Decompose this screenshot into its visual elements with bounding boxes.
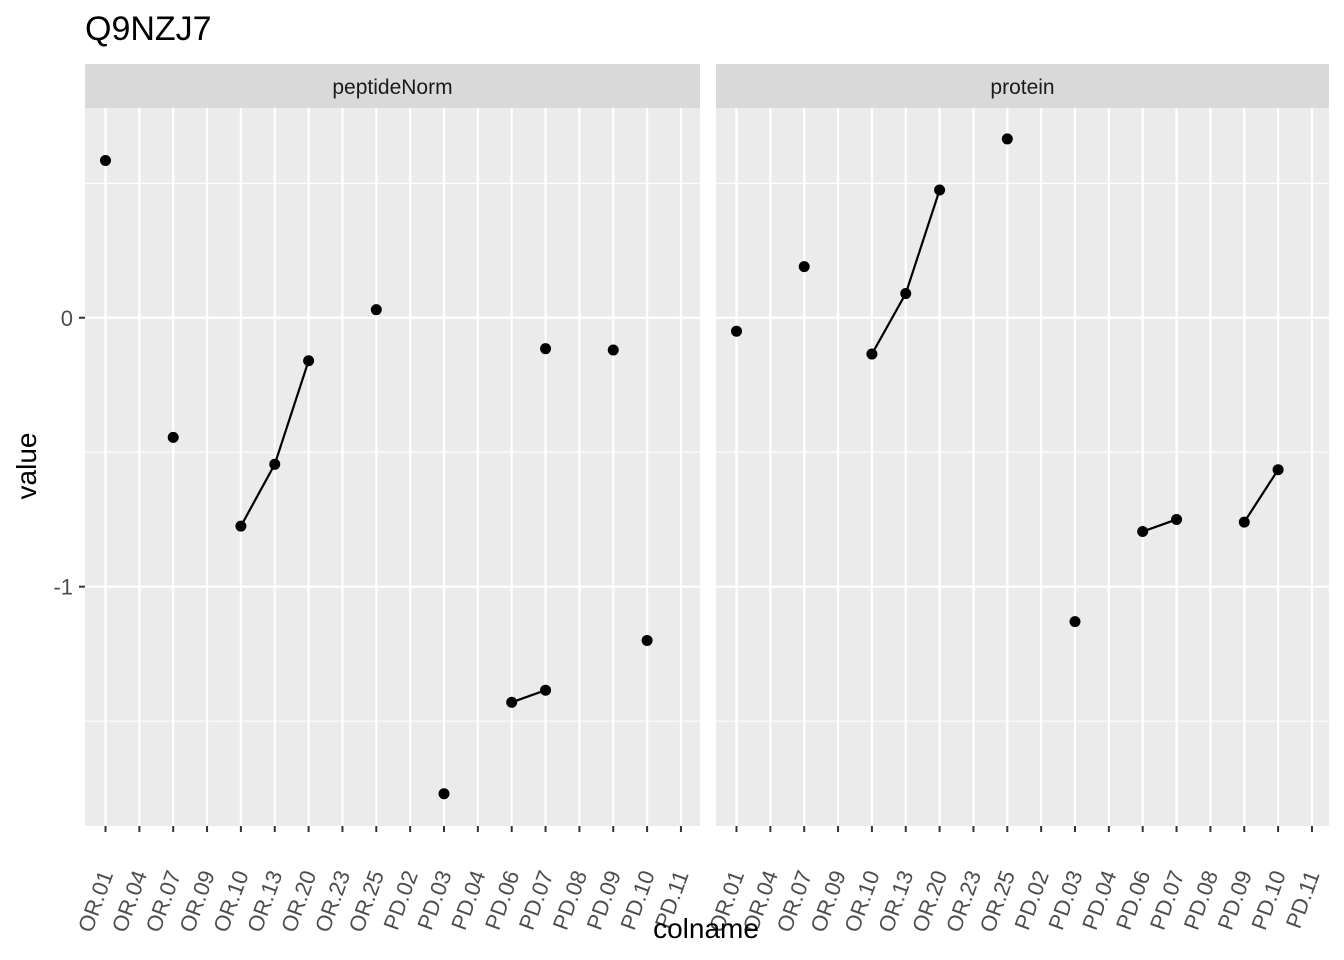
facet-panel-protein: proteinOR.01OR.04OR.07OR.09OR.10OR.13OR.…: [704, 64, 1329, 935]
facet-strip: [85, 64, 700, 108]
data-point: [438, 788, 450, 800]
data-point: [866, 348, 878, 360]
data-point: [167, 431, 179, 443]
data-point: [1272, 464, 1284, 476]
series-line: [1142, 518, 1177, 533]
data-point: [303, 355, 315, 367]
data-point: [540, 684, 552, 696]
facet-strip: [716, 64, 1329, 108]
data-point: [731, 325, 742, 337]
data-point: [1137, 526, 1149, 538]
y-axis-title: value: [11, 433, 42, 500]
y-tick-label: -1: [53, 575, 73, 600]
facets-layer: peptideNormOR.01OR.04OR.07OR.09OR.10OR.1…: [53, 64, 1329, 935]
data-point: [900, 288, 912, 300]
data-point: [798, 261, 810, 273]
y-tick-label: 0: [61, 306, 73, 331]
data-point: [269, 458, 281, 470]
facet-panel-peptideNorm: peptideNormOR.01OR.04OR.07OR.09OR.10OR.1…: [53, 64, 700, 935]
panel-background: [85, 108, 700, 826]
data-point: [1171, 513, 1183, 525]
data-point: [235, 520, 247, 532]
panel-background: [716, 108, 1329, 826]
facet-strip-label: protein: [990, 76, 1054, 99]
data-point: [370, 304, 382, 316]
data-point: [641, 634, 653, 646]
series-line: [511, 689, 546, 704]
series-line: [1243, 469, 1280, 523]
x-axis-title: colname: [653, 913, 759, 944]
data-point: [607, 344, 619, 356]
data-point: [1069, 616, 1081, 628]
data-point: [100, 154, 111, 166]
data-point: [934, 184, 946, 196]
facet-strip-label: peptideNorm: [332, 76, 452, 99]
data-point: [540, 343, 552, 355]
data-point: [1001, 133, 1013, 145]
data-point: [1238, 516, 1250, 528]
data-point: [506, 696, 518, 708]
chart-title: Q9NZJ7: [85, 10, 212, 48]
